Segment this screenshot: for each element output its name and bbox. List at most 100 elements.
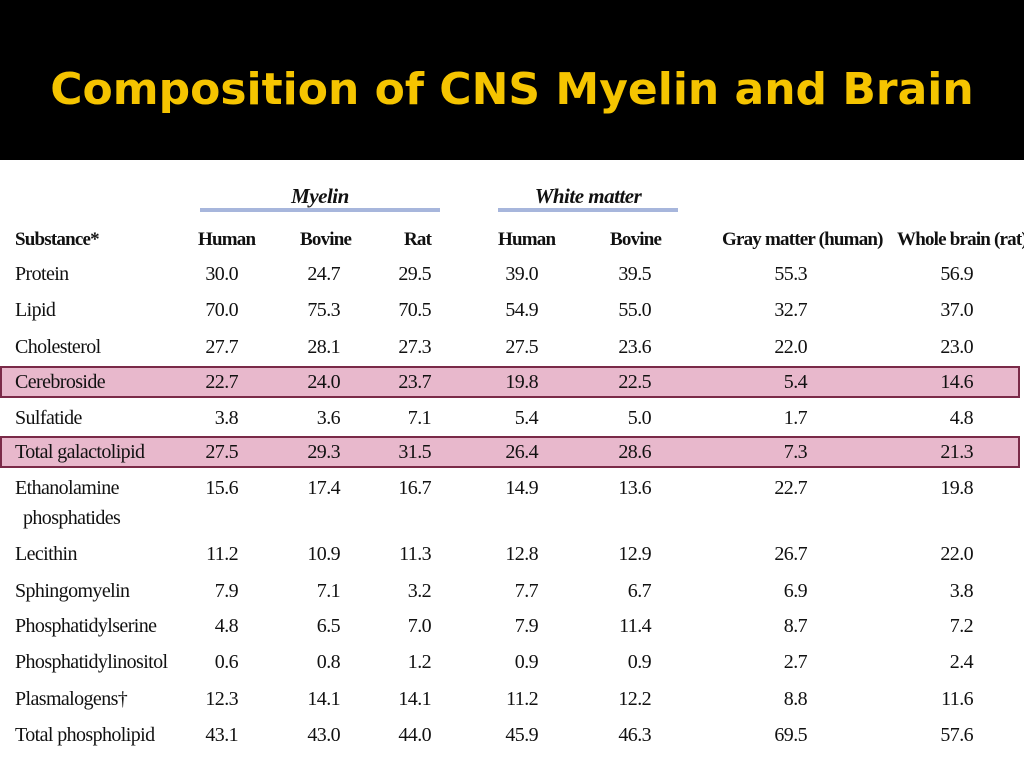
cell: 12.9 bbox=[618, 543, 651, 565]
cell: 4.8 bbox=[949, 407, 974, 429]
group-underline-white-matter bbox=[498, 208, 678, 212]
cell: 7.9 bbox=[214, 580, 239, 602]
table-row: Lipid 70.0 75.3 70.5 54.9 55.0 32.7 37.0 bbox=[0, 292, 1024, 328]
table-row: Phosphatidylserine 4.8 6.5 7.0 7.9 11.4 … bbox=[0, 608, 1024, 644]
cell: 26.4 bbox=[505, 441, 538, 463]
header-myelin-bovine: Bovine bbox=[300, 229, 352, 250]
cell: 23.7 bbox=[398, 371, 431, 393]
cell: 7.0 bbox=[407, 615, 432, 637]
cell: 22.0 bbox=[940, 543, 973, 565]
cell: 14.6 bbox=[940, 371, 973, 393]
cell: 7.1 bbox=[407, 407, 432, 429]
cell: 37.0 bbox=[940, 299, 973, 321]
cell: 29.3 bbox=[307, 441, 340, 463]
cell: 8.8 bbox=[783, 688, 808, 710]
cell: 6.7 bbox=[627, 580, 652, 602]
header-white-bovine: Bovine bbox=[610, 229, 662, 250]
cell: 16.7 bbox=[398, 477, 431, 499]
cell: 10.9 bbox=[307, 543, 340, 565]
cell: 5.4 bbox=[783, 371, 808, 393]
cell: 22.7 bbox=[205, 371, 238, 393]
cell: 11.3 bbox=[399, 543, 431, 565]
cell: 3.8 bbox=[949, 580, 974, 602]
cell: 28.1 bbox=[307, 336, 340, 358]
row-label-continuation: phosphatides bbox=[23, 507, 121, 529]
cell: 3.8 bbox=[214, 407, 239, 429]
cell: 22.5 bbox=[618, 371, 651, 393]
cell: 27.5 bbox=[505, 336, 538, 358]
row-label: Lecithin bbox=[15, 543, 77, 565]
cell: 5.0 bbox=[627, 407, 652, 429]
table-row: Cerebroside 22.7 24.0 23.7 19.8 22.5 5.4… bbox=[0, 364, 1024, 400]
cell: 6.9 bbox=[783, 580, 808, 602]
cell: 30.0 bbox=[205, 263, 238, 285]
cell: 0.9 bbox=[627, 651, 652, 673]
cell: 12.2 bbox=[618, 688, 651, 710]
header-white-human: Human bbox=[498, 229, 556, 250]
cell: 0.6 bbox=[214, 651, 239, 673]
cell: 11.2 bbox=[206, 543, 238, 565]
cell: 11.6 bbox=[941, 688, 973, 710]
cell: 46.3 bbox=[618, 724, 651, 746]
header-myelin-human: Human bbox=[198, 229, 256, 250]
cell: 11.4 bbox=[619, 615, 651, 637]
cell: 2.7 bbox=[783, 651, 808, 673]
cell: 55.3 bbox=[774, 263, 807, 285]
cell: 28.6 bbox=[618, 441, 651, 463]
highlight-total-galactolipid bbox=[0, 436, 1020, 468]
row-label: Total phospholipid bbox=[15, 724, 155, 746]
cell: 3.6 bbox=[316, 407, 341, 429]
cell: 7.7 bbox=[514, 580, 539, 602]
cell: 44.0 bbox=[398, 724, 431, 746]
table-row: Protein 30.0 24.7 29.5 39.0 39.5 55.3 56… bbox=[0, 256, 1024, 292]
cell: 7.1 bbox=[316, 580, 341, 602]
cell: 2.4 bbox=[949, 651, 974, 673]
cell: 12.3 bbox=[205, 688, 238, 710]
group-label-white-matter: White matter bbox=[534, 184, 642, 208]
cell: 24.0 bbox=[307, 371, 340, 393]
header-substance: Substance* bbox=[15, 229, 100, 250]
row-label: Plasmalogens† bbox=[15, 688, 128, 710]
table-row: Sphingomyelin 7.9 7.1 3.2 7.7 6.7 6.9 3.… bbox=[0, 573, 1024, 609]
cell: 54.9 bbox=[505, 299, 538, 321]
row-label: Total galactolipid bbox=[15, 441, 145, 463]
table-row: Phosphatidylinositol 0.6 0.8 1.2 0.9 0.9… bbox=[0, 644, 1024, 680]
cell: 14.9 bbox=[505, 477, 538, 499]
cell: 7.3 bbox=[783, 441, 808, 463]
cell: 23.6 bbox=[618, 336, 651, 358]
cell: 27.3 bbox=[398, 336, 431, 358]
table-row: Sulfatide 3.8 3.6 7.1 5.4 5.0 1.7 4.8 bbox=[0, 400, 1024, 436]
composition-table: Myelin White matter Substance* Human Bov… bbox=[0, 160, 1024, 768]
cell: 75.3 bbox=[307, 299, 340, 321]
cell: 22.0 bbox=[774, 336, 807, 358]
cell: 29.5 bbox=[398, 263, 431, 285]
slide-title: Composition of CNS Myelin and Brain bbox=[50, 64, 974, 115]
cell: 19.8 bbox=[505, 371, 538, 393]
cell: 24.7 bbox=[307, 263, 340, 285]
cell: 57.6 bbox=[940, 724, 973, 746]
header-myelin-rat: Rat bbox=[404, 229, 432, 250]
cell: 43.1 bbox=[205, 724, 238, 746]
cell: 3.2 bbox=[407, 580, 432, 602]
cell: 5.4 bbox=[514, 407, 539, 429]
cell: 32.7 bbox=[774, 299, 807, 321]
row-label: Phosphatidylserine bbox=[15, 615, 157, 637]
cell: 11.2 bbox=[506, 688, 538, 710]
cell: 8.7 bbox=[783, 615, 808, 637]
cell: 19.8 bbox=[940, 477, 973, 499]
cell: 15.6 bbox=[205, 477, 238, 499]
row-label: Phosphatidylinositol bbox=[15, 651, 168, 673]
row-label: Protein bbox=[15, 263, 69, 285]
cell: 70.0 bbox=[205, 299, 238, 321]
table-row: Cholesterol 27.7 28.1 27.3 27.5 23.6 22.… bbox=[0, 329, 1024, 365]
cell: 45.9 bbox=[505, 724, 538, 746]
table-header-row: Substance* Human Bovine Rat Human Bovine… bbox=[0, 222, 1024, 258]
cell: 13.6 bbox=[618, 477, 651, 499]
cell: 21.3 bbox=[940, 441, 973, 463]
cell: 26.7 bbox=[774, 543, 807, 565]
cell: 7.9 bbox=[514, 615, 539, 637]
row-label: Cerebroside bbox=[15, 371, 106, 393]
cell: 4.8 bbox=[214, 615, 239, 637]
table-row: Ethanolamine phosphatides 15.6 17.4 16.7… bbox=[0, 470, 1024, 534]
group-label-myelin: Myelin bbox=[291, 184, 349, 208]
